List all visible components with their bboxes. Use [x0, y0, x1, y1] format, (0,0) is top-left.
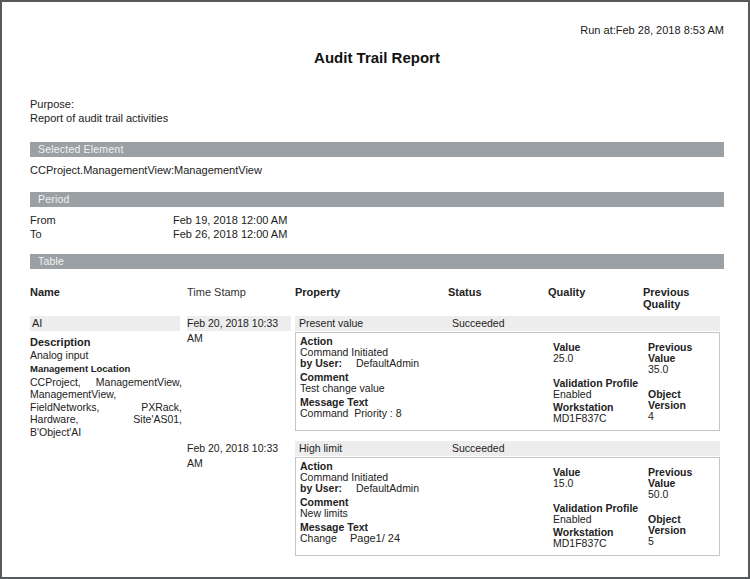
entry1-property-details: Action Command Initiated by User:Default… [300, 336, 553, 426]
report-page: Run at:Feb 28, 2018 8:53 AM Audit Trail … [0, 0, 750, 579]
column-header-previous-quality: Previous Quality [643, 286, 720, 310]
entry2-validation-profile: Enabled [553, 514, 648, 525]
description-label: Description [30, 336, 182, 349]
entry1-message-text-block: Message Text Command Priority : 8 [300, 397, 553, 419]
entry1-comment-value: Test change value [300, 383, 553, 394]
purpose-section: Purpose: Report of audit trail activitie… [30, 97, 724, 125]
entry1-previous-value-pair: Previous Value 35.0 [648, 342, 719, 375]
entry2-property-header-row: High limit Succeeded [295, 441, 720, 456]
entry1-workstation-pair: Workstation MD1F837C [553, 402, 648, 424]
period-to-label: To [30, 227, 173, 241]
entry2-action-block: Action Command Initiated by User:Default… [300, 461, 553, 494]
entry1-validation-profile-pair: Validation Profile Enabled [553, 378, 648, 400]
entry1-timestamp: Feb 20, 2018 10:33 AM [187, 316, 291, 331]
description-value: Analog input [30, 349, 182, 362]
selected-element-value: CCProject.ManagementView:ManagementView [30, 164, 724, 176]
entry1-object-version-pair: Object Version 4 [648, 389, 719, 422]
selected-element-header-bar: Selected Element [30, 142, 724, 157]
entry1-comment-block: Comment Test change value [300, 372, 553, 394]
entry1-name-details: Description Analog input Management Loca… [30, 336, 182, 438]
entry2-by-user-value: DefaultAdmin [356, 482, 419, 494]
entry1-previous-quality-details: Previous Value 35.0 Object Version 4 [648, 336, 719, 426]
entry2-previous-quality-cell [647, 441, 720, 456]
entry1-name: AI [30, 316, 180, 331]
by-user-label: by User: [300, 482, 342, 494]
period-to-value: Feb 26, 2018 12:00 AM [173, 227, 287, 241]
previous-value-label: Previous Value [648, 467, 719, 489]
column-header-block: Property Status Quality Previous Quality [295, 286, 720, 310]
entry2-previous-value: 50.0 [648, 489, 719, 500]
purpose-label: Purpose: [30, 97, 724, 111]
entry2-timestamp: Feb 20, 2018 10:33 AM [187, 441, 291, 456]
entry2-previous-value-pair: Previous Value 50.0 [648, 467, 719, 500]
by-user-label: by User: [300, 357, 342, 369]
period-to-row: To Feb 26, 2018 12:00 AM [30, 227, 724, 241]
entry1-previous-quality-cell [647, 316, 720, 331]
entry1-property-block: Present value Succeeded Action Command I… [295, 316, 720, 438]
entry1-quality-cell [552, 316, 647, 331]
entry1-validation-profile: Enabled [553, 389, 648, 400]
table-header-bar: Table [30, 254, 724, 269]
period-rows: From Feb 19, 2018 12:00 AM To Feb 26, 20… [30, 213, 724, 241]
entry2-by-user-row: by User: DefaultAdmin [300, 483, 553, 494]
column-header-status: Status [448, 286, 548, 310]
entry1-previous-value: 35.0 [648, 364, 719, 375]
entry2-status: Succeeded [452, 441, 552, 456]
column-header-quality: Quality [548, 286, 643, 310]
entry1-status: Succeeded [452, 316, 552, 331]
object-version-label: Object Version [648, 389, 719, 411]
previous-value-label: Previous Value [648, 342, 719, 364]
entry1-value: 25.0 [553, 353, 648, 364]
entry1-workstation: MD1F837C [553, 413, 648, 424]
entry1-value-pair: Value 25.0 [553, 342, 648, 364]
period-from-value: Feb 19, 2018 12:00 AM [173, 213, 287, 227]
page-title: Audit Trail Report [30, 49, 724, 66]
entry1-quality-details: Value 25.0 Validation Profile Enabled Wo… [553, 336, 648, 426]
column-header-name: Name [30, 286, 187, 310]
entry2-value-pair: Value 15.0 [553, 467, 648, 489]
entry1-detail-box: Action Command Initiated by User:Default… [295, 332, 720, 431]
table-column-headers: Name Time Stamp Property Status Quality … [30, 286, 724, 310]
page-number: Page1/ 24 [2, 532, 748, 544]
entry1-property: Present value [299, 316, 452, 331]
entry1-action-block: Action Command Initiated by User:Default… [300, 336, 553, 369]
entry1-property-header-row: Present value Succeeded [295, 316, 720, 331]
entry2-property: High limit [299, 441, 452, 456]
period-from-label: From [30, 213, 173, 227]
entry1-timestamp-column: Feb 20, 2018 10:33 AM [187, 316, 295, 438]
entry2-comment-value: New limits [300, 508, 553, 519]
entry1-message-text-value: Command Priority : 8 [300, 408, 553, 419]
entry1-object-version: 4 [648, 411, 719, 422]
entry2-validation-profile-pair: Validation Profile Enabled [553, 503, 648, 525]
report-content: Run at:Feb 28, 2018 8:53 AM Audit Trail … [2, 2, 748, 556]
entry1-by-user-row: by User: DefaultAdmin [300, 358, 553, 369]
entry1-name-column: AI Description Analog input Management L… [30, 316, 187, 438]
entry1-by-user-value: DefaultAdmin [356, 357, 419, 369]
column-header-time-stamp: Time Stamp [187, 286, 295, 310]
management-location-label: Management Location [30, 363, 182, 376]
entry2-comment-block: Comment New limits [300, 497, 553, 519]
column-header-property: Property [295, 286, 448, 310]
entry2-value: 15.0 [553, 478, 648, 489]
period-from-row: From Feb 19, 2018 12:00 AM [30, 213, 724, 227]
period-header-bar: Period [30, 192, 724, 207]
management-location-value: CCProject, ManagementView, ManagementVie… [30, 376, 182, 439]
table-row: AI Description Analog input Management L… [30, 316, 724, 438]
run-at-timestamp: Run at:Feb 28, 2018 8:53 AM [30, 2, 724, 36]
purpose-text: Report of audit trail activities [30, 111, 724, 125]
entry2-quality-cell [552, 441, 647, 456]
